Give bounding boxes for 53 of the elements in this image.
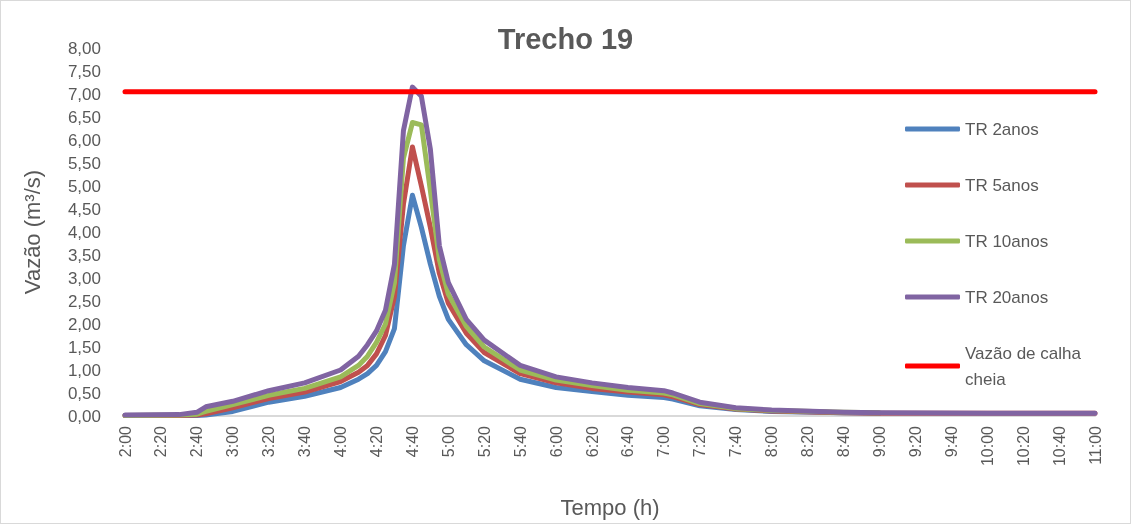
x-tick-label: 6:40 bbox=[619, 425, 637, 458]
x-tick-label: 4:00 bbox=[332, 425, 350, 458]
y-tick-label: 7,50 bbox=[67, 61, 101, 81]
x-tick-label: 4:20 bbox=[367, 425, 385, 458]
y-tick-label: 4,00 bbox=[67, 222, 101, 242]
x-tick-label: 5:00 bbox=[439, 425, 457, 458]
legend-label: TR 5anos bbox=[965, 175, 1039, 195]
y-axis-title: Vazão (m³/s) bbox=[19, 169, 45, 295]
legend-label: Vazão de calha cheia bbox=[965, 343, 1086, 389]
x-tick-label: 5:20 bbox=[475, 425, 493, 458]
x-axis-title: Tempo (h) bbox=[560, 494, 660, 520]
y-tick-label: 0,00 bbox=[67, 406, 101, 426]
legend-label: TR 2anos bbox=[965, 119, 1039, 139]
x-tick-label: 3:20 bbox=[260, 425, 278, 458]
y-tick-label: 0,50 bbox=[67, 383, 101, 403]
legend-label: TR 20anos bbox=[965, 287, 1049, 307]
y-tick-label: 8,00 bbox=[67, 38, 101, 58]
x-tick-label: 10:40 bbox=[1050, 425, 1068, 467]
x-tick-label: 6:20 bbox=[583, 425, 601, 458]
x-tick-label: 9:40 bbox=[942, 425, 960, 458]
y-tick-label: 5,00 bbox=[67, 176, 101, 196]
x-tick-label: 8:40 bbox=[835, 425, 853, 458]
y-tick-label: 2,50 bbox=[67, 291, 101, 311]
x-tick-label: 7:00 bbox=[655, 425, 673, 458]
legend-label: TR 10anos bbox=[965, 231, 1049, 251]
x-tick-label: 3:40 bbox=[296, 425, 314, 458]
x-tick-label: 4:40 bbox=[403, 425, 421, 458]
x-tick-label: 10:00 bbox=[978, 425, 996, 467]
x-tick-label: 9:00 bbox=[870, 425, 888, 458]
x-tick-label: 3:00 bbox=[224, 425, 242, 458]
y-tick-label: 3,50 bbox=[67, 245, 101, 265]
x-tick-label: 2:20 bbox=[152, 425, 170, 458]
y-tick-label: 4,50 bbox=[67, 199, 101, 219]
y-tick-label: 1,00 bbox=[67, 360, 101, 380]
x-tick-label: 8:20 bbox=[799, 425, 817, 458]
x-tick-label: 2:00 bbox=[116, 425, 134, 458]
y-tick-label: 7,00 bbox=[67, 84, 101, 104]
x-tick-label: 5:40 bbox=[511, 425, 529, 458]
x-tick-label: 10:20 bbox=[1014, 425, 1032, 467]
x-tick-label: 7:40 bbox=[727, 425, 745, 458]
y-tick-label: 2,00 bbox=[67, 314, 101, 334]
x-tick-label: 11:00 bbox=[1086, 425, 1104, 465]
y-tick-label: 6,00 bbox=[67, 130, 101, 150]
chart-title: Trecho 19 bbox=[497, 22, 634, 55]
x-tick-label: 8:00 bbox=[763, 425, 781, 458]
x-tick-label: 2:40 bbox=[188, 425, 206, 458]
x-tick-label: 9:20 bbox=[906, 425, 924, 458]
x-tick-label: 7:20 bbox=[691, 425, 709, 458]
y-tick-label: 6,50 bbox=[67, 107, 101, 127]
y-tick-label: 5,50 bbox=[67, 153, 101, 173]
y-tick-label: 1,50 bbox=[67, 337, 101, 357]
y-tick-label: 3,00 bbox=[67, 268, 101, 288]
x-tick-label: 6:00 bbox=[547, 425, 565, 458]
